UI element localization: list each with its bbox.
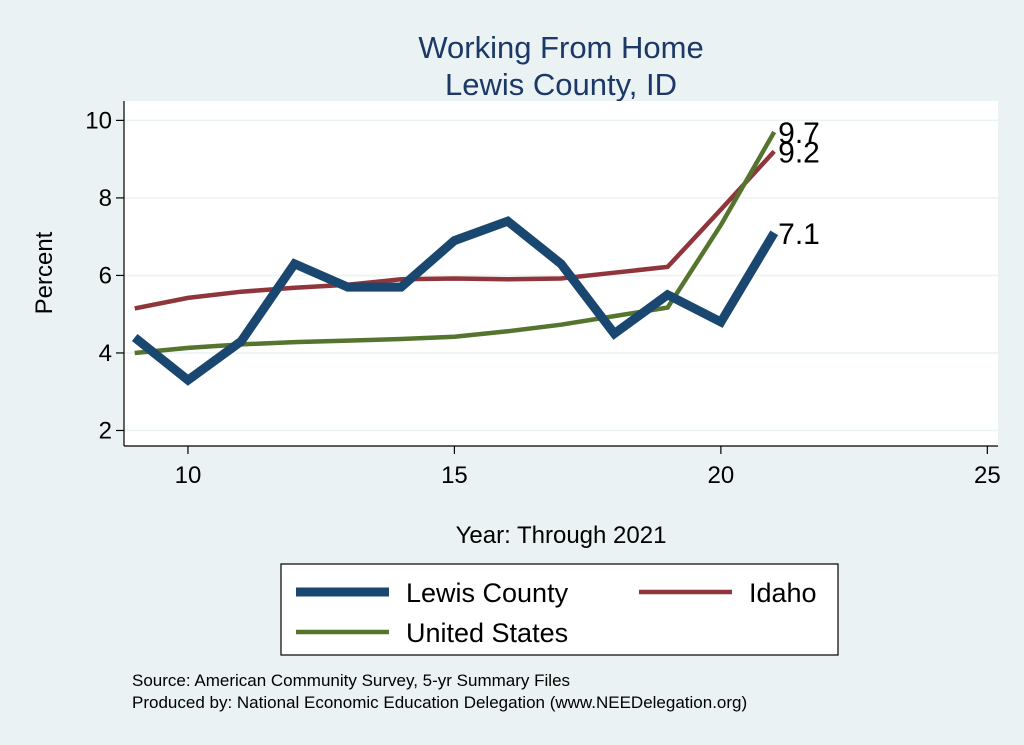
series-line-idaho <box>134 149 776 311</box>
series-line-lewis-county <box>131 216 779 386</box>
x-tick-label: 25 <box>974 462 1001 489</box>
x-tick-label: 10 <box>175 462 202 489</box>
x-tick-label: 15 <box>441 462 468 489</box>
y-axis-title: Percent <box>31 231 58 314</box>
legend-label: Idaho <box>749 578 817 608</box>
y-tick-label: 10 <box>85 107 112 134</box>
legend-label: United States <box>406 618 568 648</box>
gridlines <box>124 119 998 432</box>
y-tick-label: 6 <box>99 262 112 289</box>
legend-label: Lewis County <box>406 578 569 608</box>
chart-title: Working From Home <box>418 30 703 65</box>
legend-items: Lewis County Idaho United States <box>296 578 817 648</box>
plot-area <box>124 101 998 446</box>
y-tick-label: 8 <box>99 185 112 212</box>
producer-note: Produced by: National Economic Education… <box>132 693 747 712</box>
axis-ticks: 2 4 6 8 10 10 15 20 25 <box>85 107 1000 489</box>
legend <box>280 563 839 656</box>
x-tick-label: 20 <box>708 462 735 489</box>
y-tick-label: 2 <box>99 417 112 444</box>
end-label: 9.2 <box>778 136 820 169</box>
end-labels: 7.1 9.29.7 <box>778 117 820 251</box>
x-axis-title: Year: Through 2021 <box>456 522 667 549</box>
chart-subtitle: Lewis County, ID <box>445 67 677 102</box>
end-label: 7.1 <box>778 218 820 251</box>
series-lines <box>131 130 779 386</box>
source-note: Source: American Community Survey, 5-yr … <box>132 671 570 690</box>
y-tick-label: 4 <box>99 340 112 367</box>
end-label: 9.7 <box>778 117 820 150</box>
